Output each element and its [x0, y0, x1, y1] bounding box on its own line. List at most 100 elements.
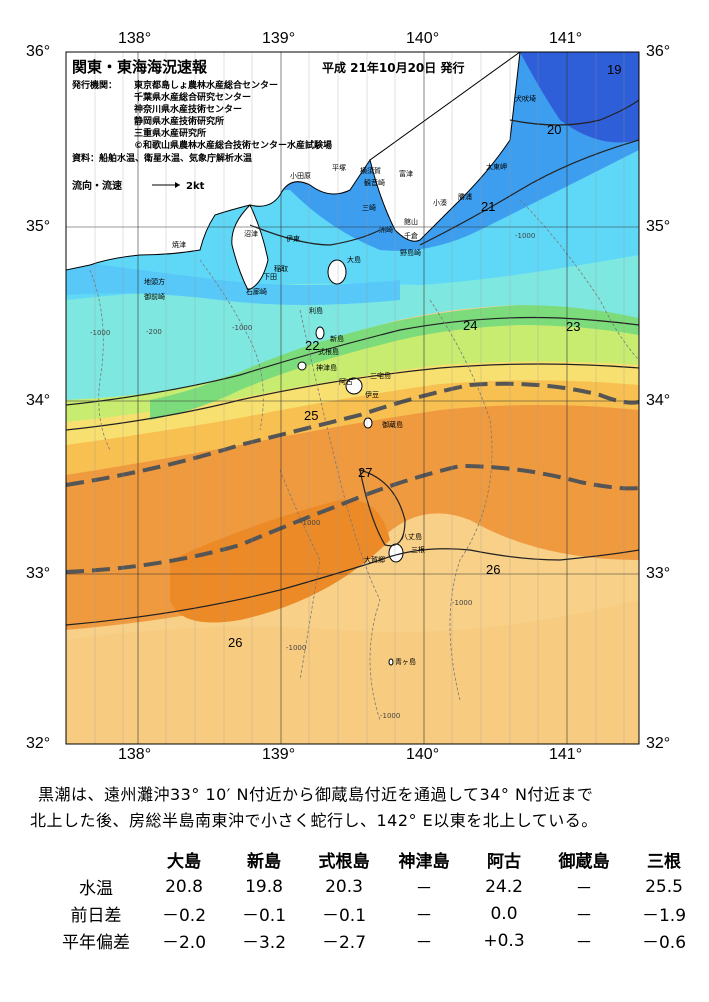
isotherm-label: 26	[228, 635, 242, 650]
depth-label: -1000	[300, 519, 320, 527]
zone-27-core	[170, 499, 390, 623]
place-label: 小湊	[433, 198, 447, 207]
table-cell: 24.2	[485, 876, 523, 897]
table-cell: －	[415, 933, 433, 953]
map-title: 関東・東海海況速報	[72, 58, 208, 76]
kuroshio-summary: 黒潮は、遠州灘沖33° 10′ N付近から御蔵島付近を通過して34° N付近まで…	[30, 782, 690, 834]
table-cell: －0.6	[641, 933, 687, 953]
table-header-cell: 御蔵島	[558, 852, 610, 872]
place-label: 観音崎	[364, 178, 385, 187]
lat-label-right: 36°	[646, 43, 671, 60]
table-cell: －	[575, 906, 593, 926]
isotherm-label: 21	[481, 199, 495, 214]
data-sources: 資料：船舶水温、衛星水温、気象庁解析水温	[72, 152, 252, 164]
table-cell: 25.5	[645, 876, 683, 897]
place-label: 式根島	[318, 347, 339, 356]
place-label: 地頭方	[144, 277, 165, 286]
table-header-cell	[48, 846, 144, 873]
table-header-cell: 大島	[167, 852, 201, 872]
lat-label-right: 32°	[646, 735, 671, 752]
table-header-row: 大島 新島 式根島 神津島 阿古 御蔵島 三根	[48, 846, 704, 873]
lat-label-left: 34°	[26, 392, 51, 409]
table-cell: 20.3	[325, 876, 363, 897]
grid-lines	[66, 52, 639, 744]
table-header-cell: 式根島	[318, 852, 370, 872]
lon-label-top: 138°	[118, 30, 152, 47]
current-legend: 流向・流速 2kt	[72, 179, 205, 192]
lat-label-right: 35°	[646, 218, 671, 235]
map-frame	[65, 51, 640, 745]
place-label: 富津	[399, 169, 413, 178]
zone-25	[66, 359, 639, 445]
depth-label: -200	[146, 328, 162, 336]
current-scale: 2kt	[186, 181, 205, 192]
lon-label-bottom: 138°	[118, 746, 152, 763]
place-label: 御蔵島	[382, 420, 403, 429]
isotherm-label: 24	[463, 318, 477, 333]
place-label: 館山	[404, 217, 418, 226]
place-label: 御前崎	[144, 292, 165, 301]
minor-grid	[94, 52, 625, 744]
place-label: 焼津	[172, 240, 186, 249]
place-label: 八丈島	[401, 532, 422, 541]
zone-21-band	[66, 260, 400, 305]
place-label: 三根	[411, 545, 425, 554]
table-cell: －2.0	[161, 933, 207, 953]
boso-peninsula	[369, 52, 521, 242]
miyakejima-island	[345, 377, 363, 395]
place-label: 沼津	[244, 229, 258, 238]
zone-19	[520, 52, 639, 143]
zone-23	[150, 305, 639, 420]
row-label: 水温	[79, 879, 113, 899]
lon-label-bottom: 140°	[406, 746, 440, 763]
table-cell: －0.2	[161, 906, 207, 926]
lon-label-bottom: 141°	[549, 746, 583, 763]
table-header-cell: 阿古	[487, 852, 521, 872]
table-cell: －3.2	[241, 933, 287, 953]
kozushima-island	[297, 361, 307, 371]
depth-labels: -1000 -200 -1000 -1000 -1000 -1000 -1000…	[90, 232, 535, 720]
place-label: 青ヶ島	[395, 657, 416, 666]
izu-peninsula	[231, 204, 269, 291]
table-cell: －1.9	[641, 906, 687, 926]
place-label: 三宅島	[370, 371, 391, 380]
table-header-cell: 神津島	[398, 852, 450, 872]
place-label: 新島	[330, 334, 344, 343]
arrowhead-icon	[175, 182, 180, 188]
issue-date: 平成 21年10月20日 発行	[322, 60, 464, 75]
depth-label: -1000	[286, 644, 306, 652]
hachijojima-island	[388, 543, 404, 563]
place-label: 阿古	[339, 377, 353, 386]
lat-label-left: 33°	[26, 565, 51, 582]
row-label: 平年偏差	[62, 933, 130, 953]
place-label: 太東岬	[486, 162, 507, 171]
table-cell: 19.8	[245, 876, 283, 897]
table-cell: －	[575, 879, 593, 899]
isotherm-label: 27	[358, 465, 372, 480]
isotherm-labels: 19 20 21 22 23 24 25 26 26 27	[228, 62, 621, 650]
isotherm-label: 25	[304, 408, 318, 423]
current-legend-label: 流向・流速	[72, 179, 122, 192]
zone-25-5	[66, 375, 639, 475]
lon-label-top: 140°	[406, 30, 440, 47]
place-label: 勝浦	[458, 192, 472, 201]
niijima-island	[315, 326, 325, 340]
table-cell: －0.1	[241, 906, 287, 926]
table-cell: －	[415, 879, 433, 899]
agency-3: 神奈川県水産技術センター	[134, 103, 242, 115]
agency-block: 発行機関： 東京都島しょ農林水産総合センター 千葉県水産総合研究センター 神奈川…	[71, 79, 332, 164]
place-label: 大島	[347, 255, 361, 264]
oshima-island	[327, 259, 347, 285]
lon-label-bottom: 139°	[262, 746, 296, 763]
isotherm-label: 26	[486, 562, 500, 577]
summary-line-2: 北上した後、房総半島南東沖で小さく蛇行し、142° E以東を北上している。	[30, 811, 598, 830]
table-cell: －	[575, 933, 593, 953]
place-label: 三崎	[362, 203, 376, 212]
place-label: 千倉	[404, 231, 418, 240]
lon-label-top: 139°	[262, 30, 296, 47]
lon-label-top: 141°	[549, 30, 583, 47]
agency-1: 東京都島しょ農林水産総合センター	[134, 79, 278, 91]
table-row: 前日差 －0.2 －0.1 －0.1 － 0.0 － －1.9	[48, 900, 704, 927]
place-label: 利島	[309, 306, 323, 315]
lat-label-left: 36°	[26, 43, 51, 60]
